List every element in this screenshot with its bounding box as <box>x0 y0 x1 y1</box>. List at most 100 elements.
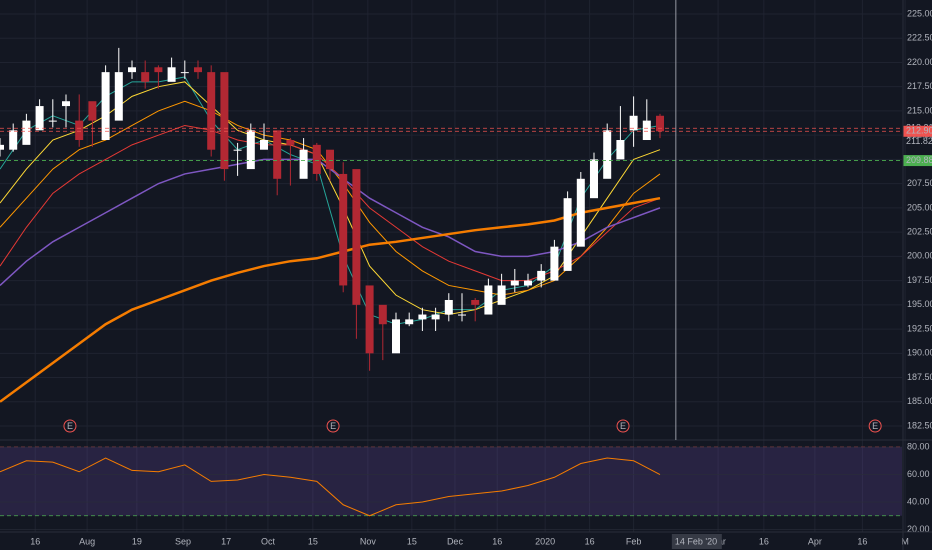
candle-body <box>484 285 493 315</box>
y-tick-label: 195.00 <box>907 299 932 309</box>
candle-body <box>88 101 97 121</box>
candle-body <box>114 72 123 121</box>
x-tick-label: 16 <box>30 536 40 546</box>
candle-body <box>180 72 189 74</box>
candle-body <box>576 178 585 247</box>
x-tick-label: 16 <box>759 536 769 546</box>
x-tick-label: 2020 <box>535 536 555 546</box>
x-tick-label: M <box>901 536 909 546</box>
y-tick-label: 190.00 <box>907 348 932 358</box>
candle-body <box>207 72 216 150</box>
candle-body <box>418 314 427 320</box>
y-tick-label: 225.00 <box>907 8 932 18</box>
candle-body <box>167 67 176 82</box>
y-tick-label: 200.00 <box>907 251 932 261</box>
moving-average <box>0 76 661 325</box>
x-tick-label: 16 <box>492 536 502 546</box>
price-tag <box>903 155 932 167</box>
y-tick-label: 197.50 <box>907 275 932 285</box>
candle-body <box>35 106 44 131</box>
candle-body <box>431 314 440 320</box>
candle-body <box>312 144 321 174</box>
candle-body <box>497 285 506 305</box>
y-tick-label: 217.50 <box>907 81 932 91</box>
candle-body <box>128 67 136 73</box>
rsi-band <box>0 447 902 516</box>
candle-body <box>590 159 598 199</box>
event-marker <box>868 419 882 433</box>
candle-body <box>299 149 308 179</box>
candle-body <box>444 299 453 315</box>
crosshair-label: 14 Feb '20 <box>675 536 717 546</box>
candle-body <box>392 319 400 354</box>
event-label: E <box>67 421 73 431</box>
x-tick-label: Nov <box>360 536 377 546</box>
event-marker <box>616 419 630 433</box>
candle-body <box>603 130 612 179</box>
y-tick-label: 205.00 <box>907 202 932 212</box>
candle-body <box>642 120 651 141</box>
candle-body <box>537 270 546 281</box>
candle-body <box>656 115 664 132</box>
candle-body <box>326 149 334 170</box>
candle-body <box>154 67 163 73</box>
y-tick-label: 202.50 <box>907 226 932 236</box>
moving-average <box>0 81 661 316</box>
x-tick-label: 16 <box>857 536 867 546</box>
candle-body <box>260 140 268 150</box>
event-label: E <box>620 421 626 431</box>
x-tick-label: 15 <box>308 536 318 546</box>
candle-body <box>62 101 70 107</box>
x-tick-label: 19 <box>132 536 142 546</box>
candle-body <box>286 140 295 145</box>
rsi-tick-label: 80.00 <box>907 441 930 451</box>
candle-body <box>378 304 387 325</box>
moving-average <box>0 196 661 403</box>
x-tick-label: Aug <box>79 536 95 546</box>
y-tick-label: 207.50 <box>907 178 932 188</box>
x-tick-label: Sep <box>175 536 191 546</box>
rsi-tick-label: 40.00 <box>907 496 930 506</box>
y-tick-label: 215.00 <box>907 105 932 115</box>
crosshair-tag <box>671 534 722 549</box>
candle-body <box>405 319 414 325</box>
candle-body <box>352 169 361 305</box>
candle-body <box>0 144 4 150</box>
candle-body <box>101 72 110 141</box>
x-tick-label: Apr <box>808 536 822 546</box>
event-label: E <box>330 421 336 431</box>
rsi-tick-label: 60.00 <box>907 469 930 479</box>
y-tick-label: 222.50 <box>907 33 932 43</box>
price-tag-label: 209.88 <box>906 155 932 165</box>
candle-body <box>75 120 84 141</box>
event-marker <box>63 419 77 433</box>
price-tag-label: 212.90 <box>906 126 932 136</box>
price-tag-label: 211.82 <box>906 136 932 146</box>
candle-body <box>616 140 625 160</box>
candle-body <box>48 120 57 122</box>
event-label: E <box>872 421 878 431</box>
candle-body <box>563 198 572 271</box>
candle-body <box>550 246 559 281</box>
rsi-tick-label: 20.00 <box>907 524 930 534</box>
x-tick-label: Dec <box>447 536 464 546</box>
candle-body <box>220 72 229 170</box>
y-tick-label: 220.00 <box>907 57 932 67</box>
y-tick-label: 185.00 <box>907 396 932 406</box>
y-tick-label: 182.50 <box>907 420 932 430</box>
x-tick-label: Feb <box>626 536 642 546</box>
candle-body <box>365 285 374 354</box>
x-tick-label: 15 <box>407 536 417 546</box>
candle-body <box>273 130 282 179</box>
price-tag <box>903 125 932 137</box>
candle-body <box>471 299 480 305</box>
y-tick-label: 192.50 <box>907 323 932 333</box>
y-tick-label: 187.50 <box>907 372 932 382</box>
candle-body <box>510 280 519 286</box>
candle-body <box>339 173 348 286</box>
x-tick-label: 17 <box>221 536 231 546</box>
candle-body <box>246 130 255 170</box>
